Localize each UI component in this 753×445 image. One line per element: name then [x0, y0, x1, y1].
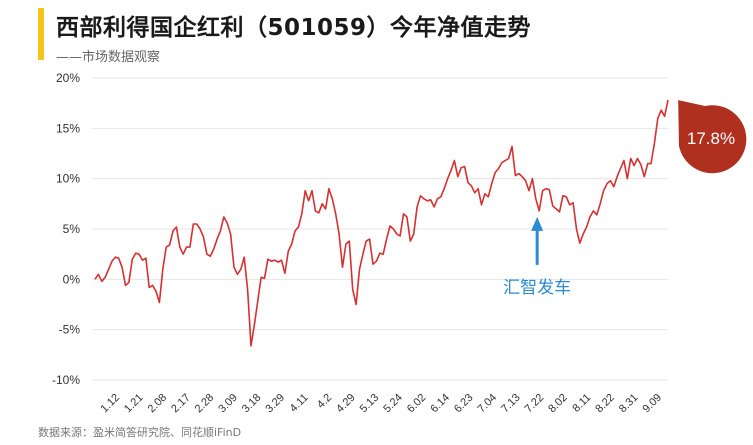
- x-tick-label: 6.14: [428, 392, 452, 416]
- x-tick-label: 1.12: [98, 392, 122, 416]
- y-axis-ticks: -10% -5% 0% 5% 10% 15% 20%: [52, 71, 80, 387]
- x-tick-label: 3.29: [263, 392, 287, 416]
- title-accent-bar: [38, 8, 44, 60]
- x-tick-label: 6.23: [452, 392, 476, 416]
- end-value-label: 17.8%: [687, 129, 735, 148]
- x-tick-label: 8.31: [617, 392, 641, 416]
- x-tick-label: 1.21: [122, 392, 146, 416]
- x-tick-label: 8.11: [570, 392, 593, 415]
- y-tick-label: 10%: [56, 172, 80, 186]
- x-tick-label: 5.13: [358, 392, 382, 416]
- annotation-label: 汇智发车: [503, 278, 571, 298]
- x-tick-label: 3.18: [240, 392, 264, 416]
- x-tick-label: 2.28: [193, 392, 217, 416]
- x-tick-label: 7.22: [523, 392, 547, 416]
- x-tick-label: 2.08: [146, 392, 170, 416]
- annotations: 汇智发车 17.8%: [503, 100, 747, 298]
- end-value-bubble: [678, 100, 747, 174]
- y-tick-label: 20%: [56, 71, 80, 85]
- x-tick-label: 7.04: [476, 392, 500, 416]
- series-line: [94, 99, 669, 347]
- data-source-note: 数据来源：盈米简答研究院、同花顺iFinD: [38, 426, 242, 439]
- y-tick-label: 15%: [56, 121, 80, 135]
- x-tick-label: 3.09: [216, 392, 240, 416]
- x-tick-label: 5.24: [381, 392, 405, 416]
- annotation-arrow-head: [531, 216, 544, 231]
- y-tick-label: -10%: [52, 373, 80, 387]
- x-tick-label: 4.2: [315, 392, 334, 411]
- page-subtitle: ——市场数据观察: [56, 50, 161, 65]
- y-tick-label: -5%: [59, 323, 81, 337]
- x-tick-label: 6.02: [405, 392, 429, 416]
- grid-lines: [92, 77, 668, 381]
- y-tick-label: 5%: [63, 222, 81, 236]
- x-tick-label: 2.17: [169, 392, 193, 416]
- x-tick-label: 8.22: [593, 392, 617, 416]
- y-tick-label: 0%: [63, 272, 81, 286]
- x-tick-label: 7.13: [499, 392, 523, 416]
- x-axis-ticks: 1.12 1.21 2.08 2.17 2.28 3.09 3.18 3.29 4.11 4.2 4…: [98, 392, 664, 416]
- x-tick-label: 4.29: [334, 392, 358, 416]
- x-tick-label: 8.02: [546, 392, 570, 416]
- x-tick-label: 9.09: [640, 392, 664, 416]
- page-title: 西部利得国企红利（501059）今年净值走势: [56, 15, 532, 41]
- x-tick-label: 4.11: [288, 392, 311, 415]
